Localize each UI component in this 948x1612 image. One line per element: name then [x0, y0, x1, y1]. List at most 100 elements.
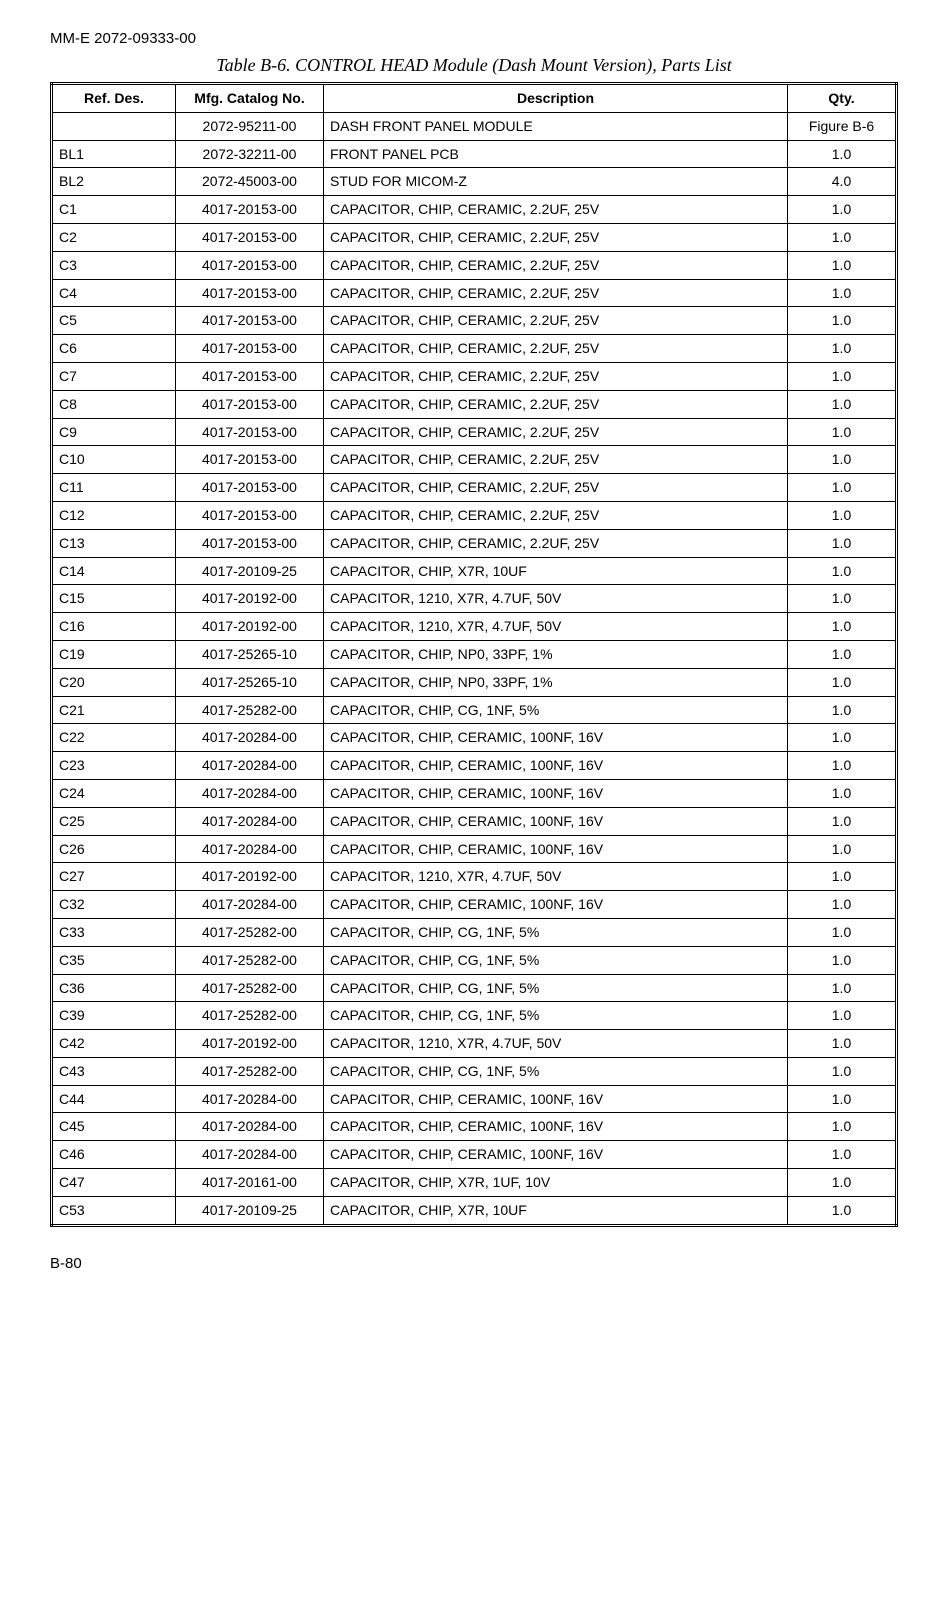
cell-mfg: 4017-25282-00 — [176, 1057, 324, 1085]
cell-qty: 1.0 — [788, 474, 897, 502]
cell-ref: C9 — [52, 418, 176, 446]
cell-ref: C43 — [52, 1057, 176, 1085]
cell-desc: CAPACITOR, 1210, X7R, 4.7UF, 50V — [324, 613, 788, 641]
cell-mfg: 2072-32211-00 — [176, 140, 324, 168]
cell-desc: CAPACITOR, 1210, X7R, 4.7UF, 50V — [324, 585, 788, 613]
table-row: C194017-25265-10CAPACITOR, CHIP, NP0, 33… — [52, 640, 897, 668]
cell-mfg: 4017-25265-10 — [176, 640, 324, 668]
page-number: B-80 — [50, 1255, 898, 1272]
cell-mfg: 4017-20153-00 — [176, 474, 324, 502]
table-row: C444017-20284-00CAPACITOR, CHIP, CERAMIC… — [52, 1085, 897, 1113]
cell-mfg: 4017-20109-25 — [176, 557, 324, 585]
cell-desc: CAPACITOR, CHIP, CERAMIC, 100NF, 16V — [324, 724, 788, 752]
cell-qty: 1.0 — [788, 557, 897, 585]
cell-qty: 1.0 — [788, 529, 897, 557]
table-row: C74017-20153-00CAPACITOR, CHIP, CERAMIC,… — [52, 362, 897, 390]
cell-desc: CAPACITOR, 1210, X7R, 4.7UF, 50V — [324, 863, 788, 891]
cell-desc: CAPACITOR, CHIP, CERAMIC, 2.2UF, 25V — [324, 418, 788, 446]
cell-mfg: 4017-20153-00 — [176, 223, 324, 251]
table-row: C334017-25282-00CAPACITOR, CHIP, CG, 1NF… — [52, 918, 897, 946]
cell-ref: C25 — [52, 807, 176, 835]
cell-mfg: 4017-20192-00 — [176, 863, 324, 891]
cell-ref: C11 — [52, 474, 176, 502]
cell-desc: CAPACITOR, CHIP, CERAMIC, 100NF, 16V — [324, 1141, 788, 1169]
cell-desc: CAPACITOR, CHIP, CG, 1NF, 5% — [324, 946, 788, 974]
cell-ref: C4 — [52, 279, 176, 307]
cell-qty: 1.0 — [788, 251, 897, 279]
cell-mfg: 4017-20153-00 — [176, 196, 324, 224]
table-row: BL12072-32211-00FRONT PANEL PCB1.0 — [52, 140, 897, 168]
cell-qty: 1.0 — [788, 1113, 897, 1141]
cell-mfg: 4017-20284-00 — [176, 779, 324, 807]
cell-mfg: 4017-20153-00 — [176, 390, 324, 418]
cell-desc: CAPACITOR, CHIP, CERAMIC, 100NF, 16V — [324, 891, 788, 919]
cell-mfg: 4017-20284-00 — [176, 891, 324, 919]
table-row: C424017-20192-00CAPACITOR, 1210, X7R, 4.… — [52, 1030, 897, 1058]
cell-mfg: 4017-20284-00 — [176, 1085, 324, 1113]
cell-ref: C44 — [52, 1085, 176, 1113]
cell-mfg: 4017-20192-00 — [176, 1030, 324, 1058]
cell-ref: BL2 — [52, 168, 176, 196]
table-row: C134017-20153-00CAPACITOR, CHIP, CERAMIC… — [52, 529, 897, 557]
cell-ref: C3 — [52, 251, 176, 279]
cell-desc: CAPACITOR, CHIP, CERAMIC, 2.2UF, 25V — [324, 196, 788, 224]
cell-mfg: 2072-45003-00 — [176, 168, 324, 196]
cell-ref: C27 — [52, 863, 176, 891]
table-row: C264017-20284-00CAPACITOR, CHIP, CERAMIC… — [52, 835, 897, 863]
cell-ref: C24 — [52, 779, 176, 807]
cell-mfg: 4017-20153-00 — [176, 446, 324, 474]
table-row: C44017-20153-00CAPACITOR, CHIP, CERAMIC,… — [52, 279, 897, 307]
cell-ref: C16 — [52, 613, 176, 641]
table-row: C84017-20153-00CAPACITOR, CHIP, CERAMIC,… — [52, 390, 897, 418]
cell-ref: C15 — [52, 585, 176, 613]
cell-desc: CAPACITOR, CHIP, CERAMIC, 100NF, 16V — [324, 807, 788, 835]
cell-ref: C7 — [52, 362, 176, 390]
document-code: MM-E 2072-09333-00 — [50, 30, 898, 47]
cell-desc: CAPACITOR, CHIP, CERAMIC, 100NF, 16V — [324, 1085, 788, 1113]
cell-desc: CAPACITOR, CHIP, CERAMIC, 2.2UF, 25V — [324, 446, 788, 474]
cell-mfg: 4017-20284-00 — [176, 724, 324, 752]
cell-ref: C1 — [52, 196, 176, 224]
cell-mfg: 4017-20153-00 — [176, 335, 324, 363]
cell-ref: C5 — [52, 307, 176, 335]
cell-qty: 1.0 — [788, 196, 897, 224]
cell-qty: 1.0 — [788, 1002, 897, 1030]
cell-desc: STUD FOR MICOM-Z — [324, 168, 788, 196]
cell-desc: FRONT PANEL PCB — [324, 140, 788, 168]
cell-mfg: 4017-20284-00 — [176, 1141, 324, 1169]
cell-qty: 1.0 — [788, 696, 897, 724]
cell-ref: C36 — [52, 974, 176, 1002]
cell-mfg: 4017-20153-00 — [176, 362, 324, 390]
table-row: C354017-25282-00CAPACITOR, CHIP, CG, 1NF… — [52, 946, 897, 974]
cell-mfg: 4017-25282-00 — [176, 946, 324, 974]
table-row: C434017-25282-00CAPACITOR, CHIP, CG, 1NF… — [52, 1057, 897, 1085]
cell-qty: 1.0 — [788, 640, 897, 668]
cell-desc: CAPACITOR, CHIP, X7R, 1UF, 10V — [324, 1169, 788, 1197]
table-row: C14017-20153-00CAPACITOR, CHIP, CERAMIC,… — [52, 196, 897, 224]
cell-desc: CAPACITOR, CHIP, CERAMIC, 2.2UF, 25V — [324, 223, 788, 251]
cell-ref: C32 — [52, 891, 176, 919]
table-row: C114017-20153-00CAPACITOR, CHIP, CERAMIC… — [52, 474, 897, 502]
cell-qty: 1.0 — [788, 501, 897, 529]
cell-qty: 1.0 — [788, 807, 897, 835]
cell-qty: 1.0 — [788, 946, 897, 974]
table-row: C234017-20284-00CAPACITOR, CHIP, CERAMIC… — [52, 752, 897, 780]
cell-mfg: 4017-20284-00 — [176, 835, 324, 863]
cell-desc: CAPACITOR, CHIP, CG, 1NF, 5% — [324, 918, 788, 946]
cell-desc: CAPACITOR, CHIP, CERAMIC, 2.2UF, 25V — [324, 529, 788, 557]
cell-qty: 1.0 — [788, 335, 897, 363]
cell-qty: 1.0 — [788, 1169, 897, 1197]
cell-mfg: 4017-25265-10 — [176, 668, 324, 696]
cell-desc: CAPACITOR, CHIP, X7R, 10UF — [324, 1196, 788, 1225]
cell-desc: CAPACITOR, CHIP, CG, 1NF, 5% — [324, 974, 788, 1002]
cell-qty: 1.0 — [788, 1085, 897, 1113]
cell-qty: 1.0 — [788, 1196, 897, 1225]
table-row: C274017-20192-00CAPACITOR, 1210, X7R, 4.… — [52, 863, 897, 891]
cell-mfg: 4017-20153-00 — [176, 418, 324, 446]
table-row: C94017-20153-00CAPACITOR, CHIP, CERAMIC,… — [52, 418, 897, 446]
table-row: C534017-20109-25CAPACITOR, CHIP, X7R, 10… — [52, 1196, 897, 1225]
cell-mfg: 4017-20153-00 — [176, 307, 324, 335]
cell-qty: 1.0 — [788, 390, 897, 418]
table-row: C254017-20284-00CAPACITOR, CHIP, CERAMIC… — [52, 807, 897, 835]
table-row: C364017-25282-00CAPACITOR, CHIP, CG, 1NF… — [52, 974, 897, 1002]
